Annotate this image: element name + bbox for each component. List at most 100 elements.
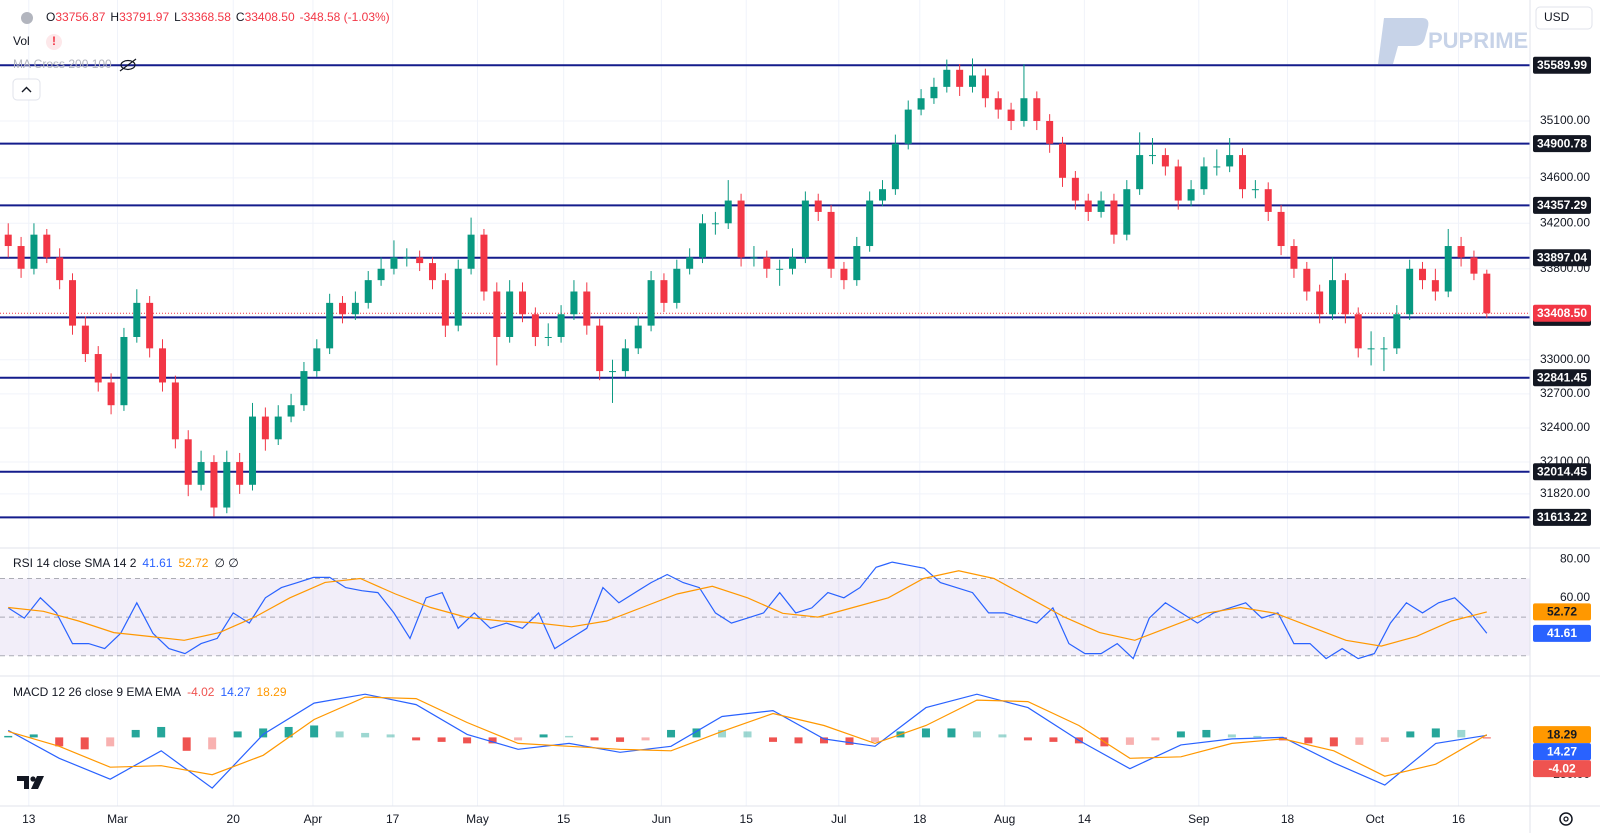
gear-center: [1563, 816, 1569, 822]
macd-histogram-bar: [539, 734, 548, 738]
macd-signal-label-box: [1533, 726, 1591, 744]
candle-body: [416, 257, 424, 264]
candle-body: [1457, 246, 1465, 258]
candle-body: [956, 69, 964, 87]
candle-body: [69, 280, 77, 326]
candle-body: [814, 200, 822, 212]
candle-body: [107, 382, 115, 406]
candle-body: [377, 268, 385, 281]
macd-histogram-bar: [182, 737, 191, 751]
macd-histogram-bar: [590, 737, 599, 741]
candle-body: [801, 200, 809, 258]
macd-histogram-bar: [259, 728, 268, 738]
x-tick-label: Mar: [107, 812, 128, 826]
collapse-button[interactable]: [12, 78, 41, 101]
candle-body: [1123, 189, 1131, 235]
candle-body: [1444, 246, 1452, 292]
candle-body: [120, 336, 128, 406]
rsi-value: 41.61: [142, 556, 172, 570]
x-tick-label: 15: [740, 812, 754, 826]
candle-body: [4, 234, 12, 247]
macd-histogram-bar: [233, 731, 242, 738]
macd-histogram-bar: [208, 737, 217, 750]
candle-body: [750, 257, 758, 259]
candle-body: [429, 263, 437, 281]
level-label-box: [1533, 135, 1591, 153]
macd-histogram-bar: [488, 737, 497, 744]
candle-body: [1136, 155, 1144, 190]
y-tick-label: 32400.00: [1540, 420, 1590, 434]
macd-histogram-bar: [1176, 731, 1185, 738]
macd-histogram-bar: [998, 734, 1007, 738]
x-tick-label: 18: [1281, 812, 1295, 826]
x-tick-label: 15: [557, 812, 571, 826]
candle-body: [1020, 98, 1028, 121]
candle-body: [1354, 314, 1362, 349]
brand-logo: PUPRIME: [1378, 18, 1528, 64]
candle-body: [1187, 189, 1195, 201]
macd-histogram-bar: [1355, 737, 1364, 745]
candle-body: [1419, 268, 1427, 281]
warning-icon[interactable]: [46, 34, 62, 50]
candle-body: [1303, 268, 1311, 292]
macd-histogram-bar: [4, 735, 13, 738]
candle-body: [17, 246, 25, 269]
hidden-icon[interactable]: [119, 58, 137, 72]
macd-histogram-bar: [1431, 728, 1440, 738]
macd-histogram-bar: [718, 729, 727, 738]
legend-value: 33408.50: [245, 10, 295, 24]
macd-value-label: 14.27: [1547, 744, 1577, 758]
candle-body: [609, 371, 617, 373]
candle-body: [969, 75, 977, 87]
currency-button[interactable]: [1535, 6, 1593, 30]
candle-body: [557, 314, 565, 337]
legend-key: H: [110, 10, 119, 24]
labels-layer: 13 Mar 20 Apr 17 May 15 Jun 15 Jul 18 Aug 14 Sep 18 Oct…: [22, 56, 1591, 826]
macd-hist-label: -4.02: [1548, 761, 1576, 775]
macd-value: 14.27: [220, 685, 250, 699]
y-tick-label: 35100.00: [1540, 113, 1590, 127]
candle-body: [904, 109, 912, 144]
eye-icon: [120, 59, 136, 71]
macd-histogram-bar: [616, 737, 625, 742]
candle-body: [531, 314, 539, 337]
legend-key: C: [236, 10, 245, 24]
macd-signal-value: 18.29: [256, 685, 286, 699]
candle-body: [454, 268, 462, 326]
brand-mark: [1378, 18, 1429, 64]
macd-histogram-bar: [1253, 735, 1262, 738]
candle-body: [184, 439, 192, 485]
candle-body: [1084, 200, 1092, 212]
macd-histogram-bar: [1380, 737, 1389, 742]
candle-body: [1393, 314, 1401, 349]
candle-body: [981, 75, 989, 99]
candle-body: [313, 348, 321, 372]
macd-line: [7, 693, 1487, 789]
macd-histogram-bar: [463, 737, 472, 744]
candle-body: [81, 325, 89, 355]
symbol-icon[interactable]: [21, 12, 33, 24]
macd-histogram-bar: [335, 731, 344, 738]
x-tick-label: Sep: [1188, 812, 1210, 826]
candle-body: [519, 291, 527, 315]
macd-histogram-bar: [769, 737, 778, 742]
candle-body: [853, 246, 861, 281]
macd-histogram-bar: [1406, 731, 1415, 738]
x-tick-label: 14: [1078, 812, 1092, 826]
macd-histogram-bar: [386, 734, 395, 738]
settings-button[interactable]: [1559, 812, 1573, 826]
candle-body: [1046, 120, 1054, 144]
gear-ring: [1559, 812, 1573, 826]
legend-change: -348.58 (-1.03%): [300, 10, 390, 24]
macd-histogram-bar: [29, 734, 38, 738]
x-tick-label: 17: [386, 812, 400, 826]
level-label-box: [1533, 196, 1591, 214]
candle-body: [1007, 109, 1015, 121]
macd-legend: MACD 12 26 close 9 EMA EMA -4.02 14.27 18.2…: [13, 685, 287, 699]
macd-histogram-bar: [743, 731, 752, 738]
macd-histogram-bar: [514, 737, 523, 741]
candle-body: [1110, 200, 1118, 235]
macd-histogram-bar: [1202, 729, 1211, 738]
candle-body: [570, 291, 578, 315]
level-label: 33897.04: [1537, 250, 1587, 264]
